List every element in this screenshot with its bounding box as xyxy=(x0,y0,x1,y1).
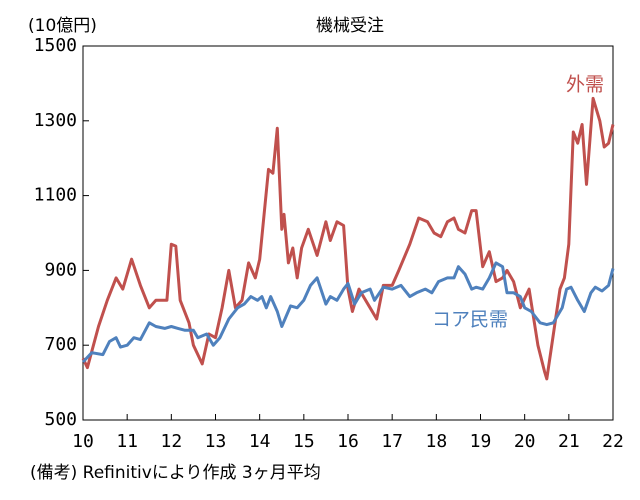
note: (備考) Refinitivにより作成 3ヶ月平均 xyxy=(30,463,321,483)
series-label: 外需 xyxy=(566,74,604,96)
x-tick-label: 13 xyxy=(205,431,227,452)
x-tick-label: 20 xyxy=(514,431,536,452)
y-axis-label: (10億円) xyxy=(28,16,97,36)
x-tick-label: 16 xyxy=(337,431,359,452)
series-line xyxy=(81,96,615,381)
x-tick-label: 11 xyxy=(116,431,138,452)
y-tick-label: 900 xyxy=(44,259,77,280)
x-tick-label: 17 xyxy=(381,431,403,452)
x-tick-label: 15 xyxy=(293,431,315,452)
plot-frame xyxy=(82,45,614,421)
y-tick-label: 1300 xyxy=(34,110,77,131)
y-tick-label: 1100 xyxy=(34,185,77,206)
x-tick-label: 14 xyxy=(249,431,271,452)
x-tick-label: 10 xyxy=(72,431,94,452)
y-tick-label: 500 xyxy=(44,409,77,430)
y-tick-label: 700 xyxy=(44,334,77,355)
y-tick-label: 1500 xyxy=(34,35,77,56)
x-tick-label: 12 xyxy=(160,431,182,452)
x-tick-label: 21 xyxy=(558,431,580,452)
x-tick-label: 19 xyxy=(470,431,492,452)
series-label: コア民需 xyxy=(432,309,508,331)
series-line xyxy=(81,261,615,364)
chart-title: 機械受注 xyxy=(316,16,384,36)
x-tick-label: 18 xyxy=(425,431,447,452)
x-tick-label: 22 xyxy=(602,431,624,452)
